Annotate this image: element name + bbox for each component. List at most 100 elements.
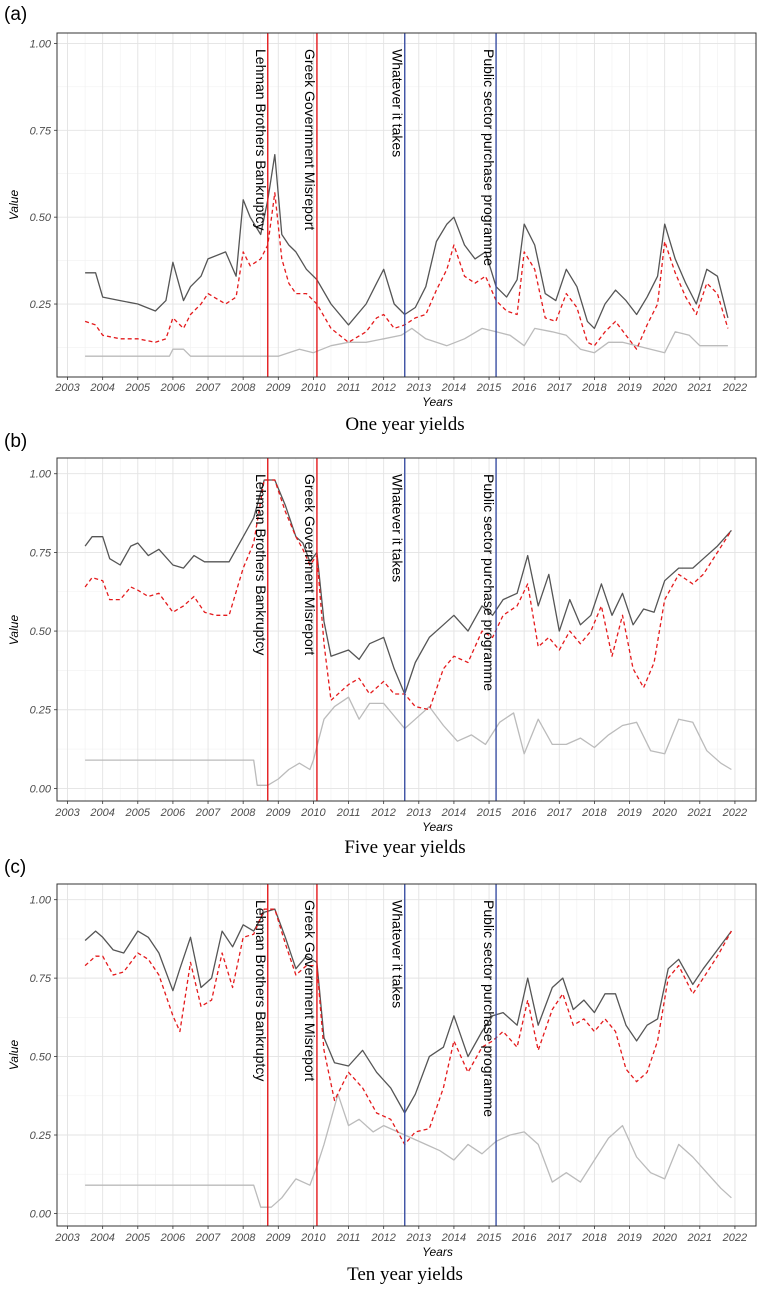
x-tick-label: 2004 [89,1232,114,1244]
x-tick-label: 2008 [230,807,256,819]
y-tick-label: 0.75 [30,973,52,985]
chart-panel-3: 2003 2004 2005 2006 2007 2008 2009 2010 2011 2012… [4,857,757,1285]
y-tick-label: 0.00 [30,1208,52,1220]
x-tick-label: 2015 [476,1232,502,1244]
event-label: Public sector purchase programme [481,49,497,266]
x-tick-label: 2008 [230,382,256,394]
x-tick-label: 2007 [195,807,221,819]
event-label: Whatever it takes [390,900,406,1008]
event-label: Greek Government Misreport [302,49,318,230]
x-tick-label: 2016 [511,382,537,394]
x-tick-label: 2008 [230,1232,256,1244]
x-tick-label: 2007 [195,382,221,394]
chart-panel-1: 2003 2004 2005 2006 2007 2008 2009 2010 2011 2012… [4,4,757,435]
x-tick-label: 2021 [687,807,712,819]
x-tick-label: 2018 [581,807,607,819]
event-label: Lehman Brothers Bankruptcy [253,900,269,1081]
x-tick-label: 2010 [300,382,326,394]
x-tick-label: 2019 [616,807,641,819]
y-tick-label: 1.00 [30,38,52,50]
panel-label: (c) [4,857,26,878]
y-tick-label: 0.50 [30,212,52,224]
panel-label: (a) [4,4,27,25]
x-tick-label: 2005 [125,382,151,394]
series-line-1 [84,479,732,695]
x-tick-label: 2020 [651,807,677,819]
x-tick-label: 2016 [511,807,537,819]
plot-border [56,457,757,802]
series-line-1 [85,153,729,330]
x-tick-label: 2011 [336,1232,361,1244]
x-tick-label: 2018 [581,382,607,394]
x-tick-label: 2003 [54,807,80,819]
x-tick-label: 2011 [336,382,361,394]
x-tick-label: 2004 [89,382,114,394]
x-tick-label: 2004 [89,807,114,819]
y-axis-title: Value [7,190,21,221]
x-tick-label: 2006 [160,807,186,819]
panel-subtitle: Five year yields [344,837,465,858]
y-axis-title: Value [7,615,21,646]
series-line-3 [85,696,732,786]
series-line-1 [84,908,732,1114]
x-axis-title: Years [422,1245,453,1259]
event-label: Public sector purchase programme [481,474,497,691]
x-tick-label: 2014 [441,807,466,819]
event-label: Whatever it takes [390,49,406,157]
y-tick-label: 0.25 [30,299,52,311]
series-line-3 [85,1093,732,1208]
x-tick-label: 2007 [195,1232,221,1244]
y-tick-label: 0.50 [30,1052,52,1064]
event-label: Lehman Brothers Bankruptcy [253,474,269,655]
x-tick-label: 2022 [722,1232,747,1244]
chart-panel-2: 2003 2004 2005 2006 2007 2008 2009 2010 2011 2012… [4,431,757,858]
event-label: Public sector purchase programme [481,900,497,1117]
x-tick-label: 2013 [406,807,432,819]
x-tick-label: 2005 [125,1232,151,1244]
x-tick-label: 2006 [160,1232,186,1244]
x-tick-label: 2021 [687,382,712,394]
x-tick-label: 2012 [370,807,395,819]
plot-background [57,458,756,801]
panel-subtitle: One year yields [345,414,464,435]
series-line-2 [84,479,732,711]
x-tick-label: 2014 [441,1232,466,1244]
event-label: Greek Government Misreport [302,474,318,655]
x-tick-label: 2003 [54,1232,80,1244]
plot-background [57,884,756,1226]
x-axis-title: Years [422,395,453,409]
panel-label: (b) [4,431,27,452]
x-tick-label: 2016 [511,1232,537,1244]
y-tick-label: 0.75 [30,125,52,137]
x-tick-label: 2020 [651,382,677,394]
x-tick-label: 2012 [370,382,395,394]
y-tick-label: 0.25 [30,705,52,717]
x-tick-label: 2019 [616,382,641,394]
x-tick-label: 2022 [722,807,747,819]
x-tick-label: 2022 [722,382,747,394]
x-tick-label: 2019 [616,1232,641,1244]
x-tick-label: 2011 [336,807,361,819]
x-tick-label: 2009 [265,1232,290,1244]
y-tick-label: 0.25 [30,1130,52,1142]
x-tick-label: 2005 [125,807,151,819]
x-tick-label: 2017 [546,1232,572,1244]
x-tick-label: 2013 [406,382,432,394]
event-label: Lehman Brothers Bankruptcy [253,49,269,230]
x-tick-label: 2013 [406,1232,432,1244]
x-tick-label: 2009 [265,382,290,394]
panel-subtitle: Ten year yields [347,1264,463,1285]
x-tick-label: 2014 [441,382,466,394]
plot-border [56,32,757,378]
y-tick-label: 1.00 [30,469,52,481]
x-tick-label: 2018 [581,1232,607,1244]
x-tick-label: 2021 [687,1232,712,1244]
x-tick-label: 2015 [476,807,502,819]
x-tick-label: 2010 [300,1232,326,1244]
x-tick-label: 2010 [300,807,326,819]
x-tick-label: 2017 [546,807,572,819]
x-tick-label: 2017 [546,382,572,394]
plot-border [56,883,757,1227]
